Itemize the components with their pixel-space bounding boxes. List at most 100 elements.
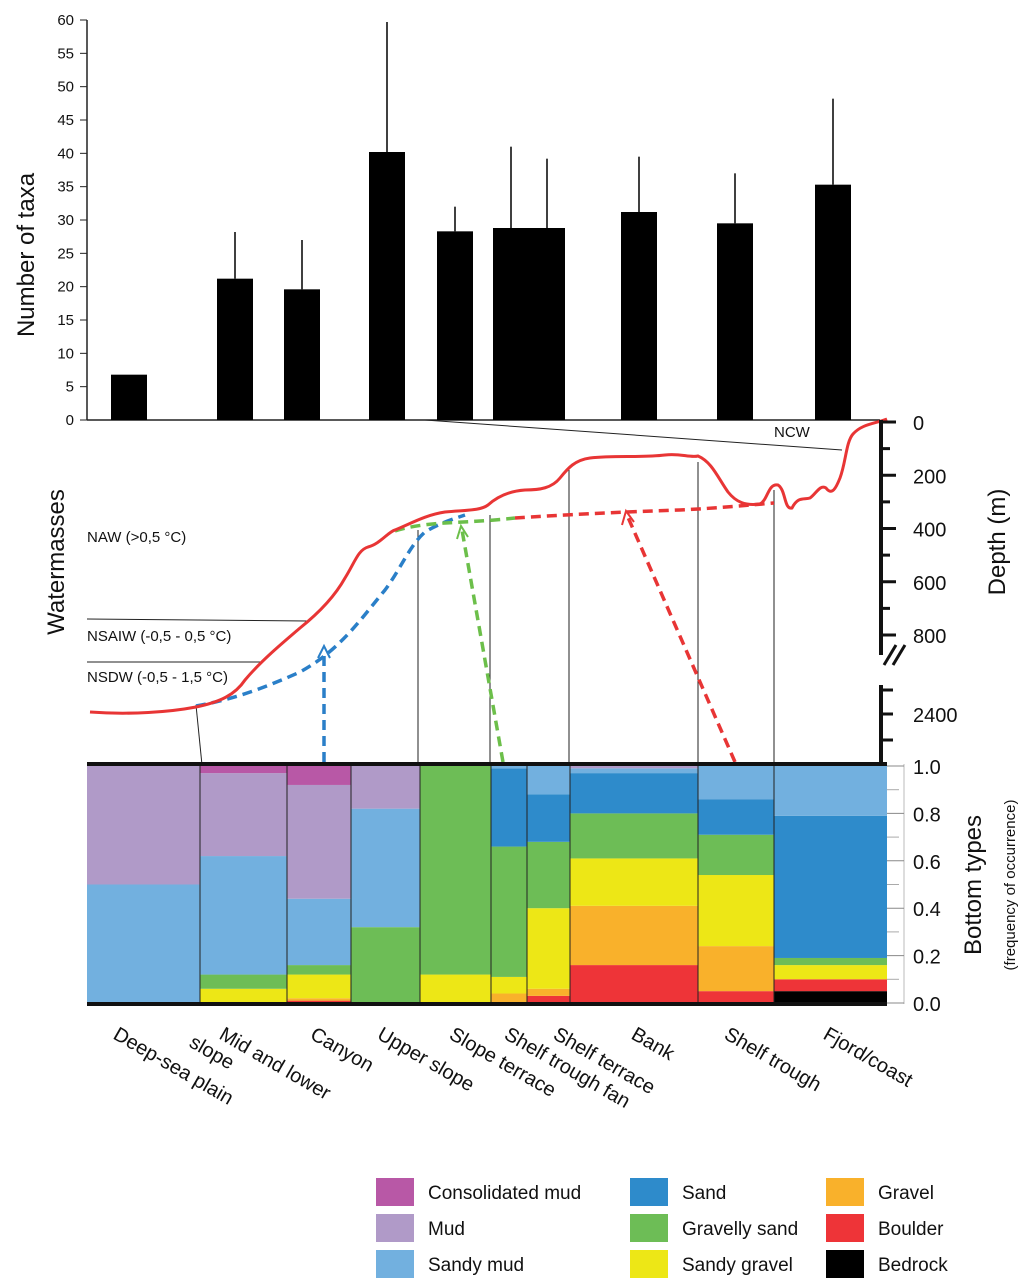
legend-swatch bbox=[376, 1250, 414, 1278]
taxa-y-tick-label: 20 bbox=[57, 279, 74, 296]
stack-segment bbox=[570, 813, 698, 859]
watermass-ncw: NCW bbox=[774, 424, 811, 441]
legend-swatch bbox=[630, 1178, 668, 1206]
stack-segment bbox=[698, 834, 774, 876]
stack-segment bbox=[420, 974, 491, 1003]
stack-segment bbox=[491, 766, 527, 769]
bottom-y-title: Bottom types bbox=[960, 815, 987, 955]
depth-tick-label: 800 bbox=[913, 626, 946, 648]
legend-label: Mud bbox=[428, 1219, 465, 1240]
legend-label: Sand bbox=[682, 1183, 726, 1204]
taxa-bar bbox=[369, 152, 405, 420]
category-label: Mid and lowerslope bbox=[185, 1012, 334, 1124]
axis-break-mark bbox=[882, 644, 898, 666]
stack-segment bbox=[698, 766, 774, 800]
bottom-y-tick-label: 0.4 bbox=[913, 899, 941, 921]
depth-tick-label: 0 bbox=[913, 413, 924, 435]
taxa-y-tick-label: 0 bbox=[66, 412, 74, 429]
taxa-bar bbox=[493, 228, 529, 420]
seabed-profile-line bbox=[89, 417, 888, 715]
stack-segment bbox=[287, 965, 351, 975]
category-label: Shelf trough bbox=[721, 1023, 825, 1096]
stack-segment bbox=[527, 908, 570, 989]
taxa-y-tick-label: 15 bbox=[57, 312, 74, 329]
legend-label: Gravelly sand bbox=[682, 1219, 798, 1240]
stack-segment bbox=[698, 991, 774, 1003]
stack-segment bbox=[491, 993, 527, 1003]
green-arrow bbox=[460, 529, 505, 763]
stack-segment bbox=[527, 841, 570, 909]
taxa-bar bbox=[717, 223, 753, 420]
stack-segment bbox=[570, 858, 698, 906]
legend-swatch bbox=[826, 1178, 864, 1206]
stack-segment bbox=[698, 946, 774, 992]
taxa-bar bbox=[284, 289, 320, 420]
legend-swatch bbox=[630, 1214, 668, 1242]
taxa-bar bbox=[529, 228, 565, 420]
bottom-types-chart: 0.0 0.2 0.4 0.6 0.8 1.0 Bottom types (frequen… bbox=[87, 757, 1019, 1016]
depth-tick-label: 200 bbox=[913, 466, 946, 488]
taxa-y-tick-label: 40 bbox=[57, 145, 74, 162]
bottom-y-tick-label: 0.2 bbox=[913, 947, 941, 969]
bottom-y-subtitle: (frequency of occurrence) bbox=[1002, 800, 1019, 971]
stack-segment bbox=[420, 766, 491, 975]
stack-segment bbox=[570, 768, 698, 774]
taxa-bar bbox=[217, 278, 253, 420]
axis-break-mark bbox=[891, 644, 907, 666]
taxa-y-tick-label: 60 bbox=[57, 12, 74, 29]
stack-segment bbox=[351, 766, 420, 809]
depth-tick-label: 600 bbox=[913, 573, 946, 595]
bottom-y-tick-label: 0.0 bbox=[913, 994, 941, 1016]
stack-segment bbox=[287, 766, 351, 785]
stack-segment bbox=[570, 766, 698, 769]
stack-segment bbox=[527, 766, 570, 795]
stack-segment bbox=[287, 898, 351, 966]
legend-label: Sandy mud bbox=[428, 1255, 524, 1276]
depth-tick-label: 400 bbox=[913, 520, 946, 542]
stack-segment bbox=[570, 965, 698, 1003]
stack-segment bbox=[698, 875, 774, 947]
depth-axis: 0 200 400 600 800 2400 Depth (m) bbox=[879, 413, 1011, 762]
naw-red-dashed-boundary bbox=[514, 501, 775, 520]
watermass-naw: NAW (>0,5 °C) bbox=[87, 529, 186, 546]
taxa-y-tick-label: 5 bbox=[66, 379, 74, 396]
legend-label: Consolidated mud bbox=[428, 1183, 581, 1204]
legend-label: Bedrock bbox=[878, 1255, 948, 1276]
legend-label: Sandy gravel bbox=[682, 1255, 793, 1276]
stack-segment bbox=[527, 995, 570, 1003]
category-label: Canyon bbox=[307, 1023, 378, 1077]
legend-label: Boulder bbox=[878, 1219, 944, 1240]
taxa-y-tick-label: 55 bbox=[57, 45, 74, 62]
bottom-y-tick-label: 1.0 bbox=[913, 757, 941, 779]
category-label: Bank bbox=[628, 1023, 679, 1065]
stack-segment bbox=[774, 766, 887, 816]
nsaiw-dashed-boundary bbox=[195, 513, 466, 708]
taxa-bar-chart: 0 5 10 15 20 25 30 35 40 45 50 55 60 Number of taxa bbox=[13, 12, 880, 429]
red-arrow bbox=[625, 514, 737, 763]
category-label: Fjord/coast bbox=[820, 1023, 917, 1092]
stack-segment bbox=[774, 991, 887, 1003]
stack-segment bbox=[698, 799, 774, 835]
stack-segment bbox=[200, 988, 287, 1003]
taxa-bar bbox=[815, 184, 851, 420]
stack-segment bbox=[287, 974, 351, 999]
watermass-nsaiw: NSAIW (-0,5 - 0,5 °C) bbox=[87, 628, 231, 645]
legend-swatch bbox=[376, 1214, 414, 1242]
stack-segment bbox=[87, 884, 200, 1003]
stack-segment bbox=[527, 988, 570, 996]
stack-segment bbox=[287, 1000, 351, 1003]
green-arrow-head bbox=[456, 523, 469, 540]
red-arrow-head bbox=[621, 508, 635, 526]
stack-segment bbox=[200, 974, 287, 989]
legend: Consolidated mud Mud Sandy mud Sand Gravelly… bbox=[376, 1178, 948, 1278]
bottom-y-tick-label: 0.6 bbox=[913, 852, 941, 874]
naw-green-dashed-boundary bbox=[394, 516, 516, 533]
taxa-y-tick-label: 25 bbox=[57, 245, 74, 262]
stack-segment bbox=[351, 808, 420, 928]
stack-segment bbox=[287, 998, 351, 1001]
blue-arrow-head bbox=[317, 643, 331, 659]
stack-segment bbox=[287, 784, 351, 899]
stack-segment bbox=[200, 856, 287, 975]
